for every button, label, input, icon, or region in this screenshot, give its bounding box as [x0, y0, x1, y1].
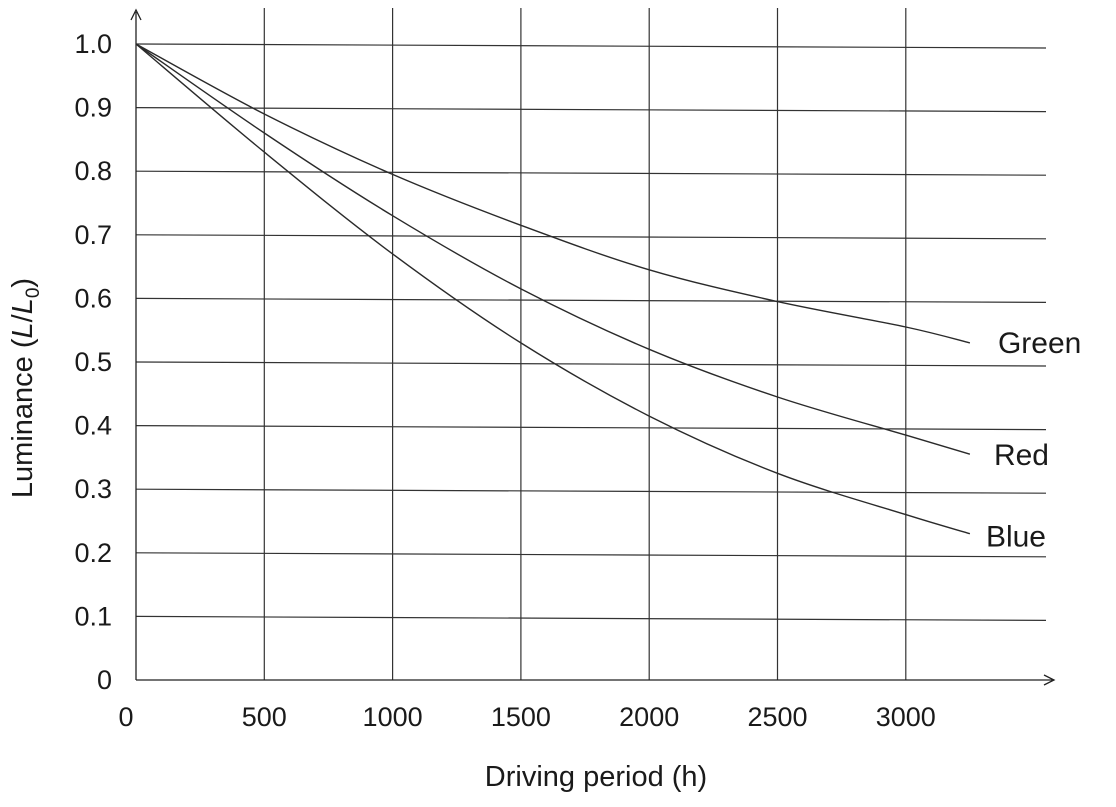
h-grid-line	[135, 361, 1047, 367]
y-axis-label-prefix: Luminance (	[7, 338, 39, 498]
h-grid-line	[135, 234, 1047, 240]
x-tick-label: 1500	[491, 702, 551, 732]
h-grid-line	[135, 107, 1047, 113]
h-grid-line	[135, 488, 1047, 494]
green-series-label: Green	[998, 327, 1081, 360]
y-tick-label: 0.4	[74, 411, 112, 441]
y-tick-label: 0.7	[74, 220, 112, 250]
y-axis-label: Luminance (L/L0)	[7, 278, 44, 498]
y-tick-label: 0.5	[74, 347, 112, 377]
y-tick-label: 0.2	[74, 538, 112, 568]
y-tick-label: 0.3	[74, 474, 112, 504]
h-grid-line	[135, 43, 1047, 49]
y-tick-label: 0.1	[74, 601, 112, 631]
series-labels: Green Red Blue	[986, 327, 1081, 554]
y-tick-label: 0	[97, 665, 112, 695]
tick-labels: 0 0.1 0.2 0.3 0.4 0.5 0.6 0.7 0.8 0.9 1.0 0 500 1000 1…	[74, 29, 935, 732]
x-tick-label: 2000	[619, 702, 679, 732]
y-tick-label: 0.8	[74, 156, 112, 186]
red-series-label: Red	[994, 439, 1049, 472]
x-tick-label: 0	[118, 702, 133, 732]
y-axis-label-suffix: )	[7, 278, 39, 288]
series-curves	[135, 43, 971, 535]
x-tick-label: 1000	[363, 702, 423, 732]
x-tick-label: 3000	[876, 702, 936, 732]
h-grid-line	[135, 552, 1047, 558]
blue-series-label: Blue	[986, 521, 1046, 554]
h-grid-line	[135, 297, 1047, 303]
x-axis-arrow	[1043, 674, 1056, 686]
y-tick-label: 1.0	[74, 29, 112, 59]
h-grid-line	[135, 425, 1047, 431]
y-axis-label-slash: /	[7, 313, 39, 322]
y-axis-label-l0: L	[7, 298, 39, 314]
red-series-line	[135, 43, 971, 455]
grid-lines	[135, 8, 1047, 680]
x-axis-label: Driving period (h)	[485, 761, 707, 793]
y-tick-label: 0.6	[74, 283, 112, 313]
x-tick-label: 2500	[747, 702, 807, 732]
axes	[130, 8, 1056, 686]
blue-series-line	[135, 43, 971, 535]
x-tick-label: 500	[242, 702, 287, 732]
green-series-line	[135, 43, 971, 344]
h-grid-line	[135, 615, 1047, 622]
y-axis-arrow	[130, 8, 142, 21]
y-axis-label-subscript: 0	[23, 288, 44, 299]
y-axis-label-l: L	[7, 322, 39, 338]
y-tick-label: 0.9	[74, 93, 112, 123]
h-grid-line	[135, 170, 1047, 176]
